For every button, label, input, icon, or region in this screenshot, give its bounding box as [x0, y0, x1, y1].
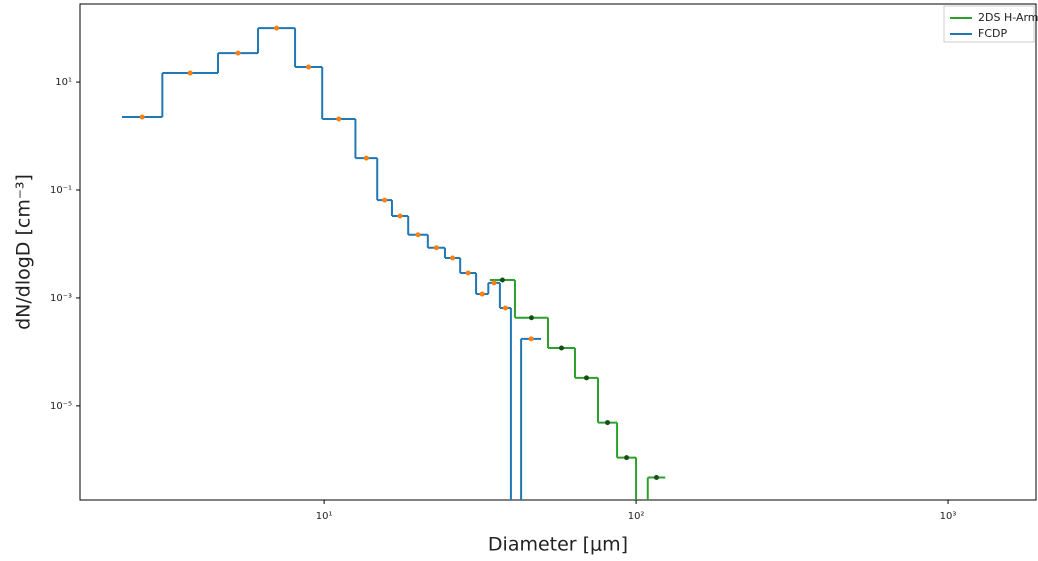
marker — [336, 116, 342, 122]
marker — [415, 232, 421, 238]
marker — [450, 255, 456, 261]
marker — [499, 277, 505, 283]
marker — [583, 375, 589, 381]
legend-label: FCDP — [978, 27, 1007, 40]
marker — [558, 345, 564, 351]
marker — [235, 50, 241, 56]
marker — [139, 114, 145, 120]
marker — [306, 64, 312, 70]
marker — [187, 70, 193, 76]
marker — [605, 420, 611, 426]
y-tick-label: 10⁻¹ — [50, 185, 72, 196]
marker — [363, 155, 369, 161]
y-axis-label: dN/dlogD [cm⁻³] — [13, 174, 35, 330]
plot-frame — [79, 3, 1037, 501]
marker — [465, 270, 471, 276]
marker — [274, 25, 280, 31]
y-tick-label: 10⁻³ — [50, 293, 72, 304]
y-tick-label: 10⁻⁵ — [50, 401, 72, 412]
marker — [624, 455, 630, 461]
marker — [479, 291, 485, 297]
marker — [433, 245, 439, 251]
x-axis-label: Diameter [μm] — [488, 534, 628, 556]
marker — [397, 213, 403, 219]
y-tick-label: 10¹ — [55, 77, 72, 88]
x-tick-label: 10³ — [940, 511, 957, 522]
marker — [528, 315, 534, 321]
marker — [653, 475, 659, 481]
marker — [491, 280, 497, 286]
legend-box — [943, 5, 1035, 43]
x-tick-label: 10¹ — [316, 511, 333, 522]
marker — [528, 336, 534, 342]
x-tick-label: 10² — [628, 511, 645, 522]
marker — [502, 305, 508, 311]
marker — [382, 197, 388, 203]
legend-label: 2DS H-Arm — [978, 11, 1038, 24]
